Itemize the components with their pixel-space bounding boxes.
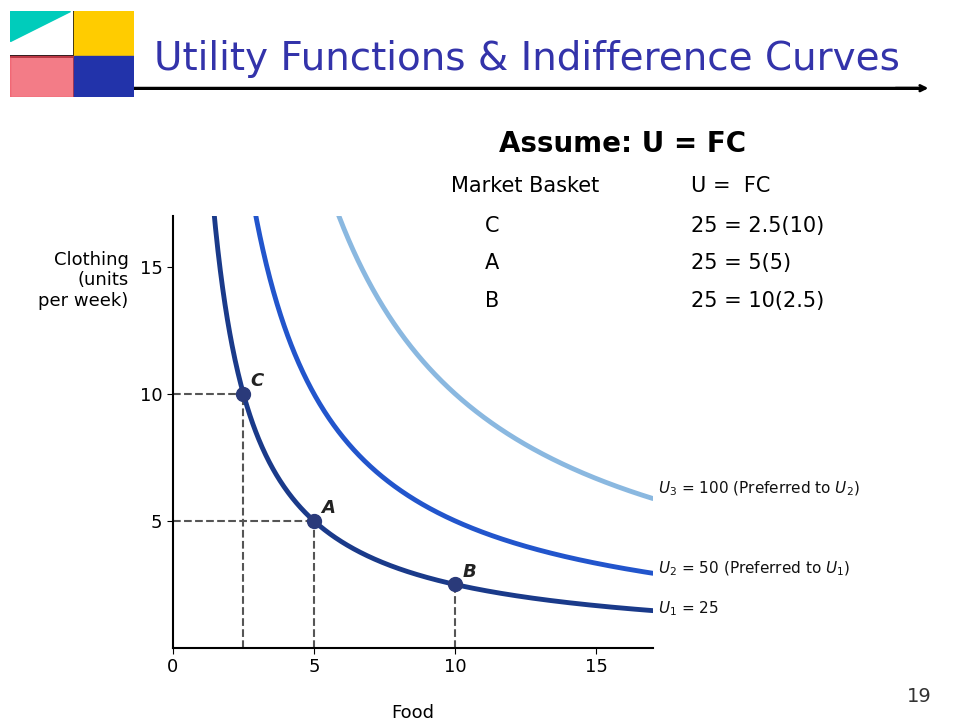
Text: U =  FC: U = FC: [691, 176, 771, 197]
Text: Clothing
(units
per week): Clothing (units per week): [38, 251, 129, 310]
Polygon shape: [10, 11, 69, 41]
Text: 19: 19: [906, 687, 931, 706]
Bar: [10, 55, 75, 97]
Text: A: A: [321, 499, 335, 517]
Bar: [75, 55, 134, 97]
Text: A: A: [485, 253, 499, 274]
Text: 25 = 2.5(10): 25 = 2.5(10): [691, 216, 825, 236]
Text: 25 = 10(2.5): 25 = 10(2.5): [691, 291, 825, 311]
Text: Assume: U = FC: Assume: U = FC: [499, 130, 746, 158]
Text: B: B: [485, 291, 499, 311]
Text: $U_3$ = 100 (Preferred to $U_2$): $U_3$ = 100 (Preferred to $U_2$): [658, 480, 859, 498]
Text: C: C: [251, 372, 264, 390]
Text: B: B: [462, 563, 476, 581]
Text: $U_1$ = 25: $U_1$ = 25: [658, 599, 718, 618]
Text: C: C: [485, 216, 499, 236]
Text: Food
(units per week): Food (units per week): [339, 704, 487, 720]
Bar: [75, 11, 134, 55]
Text: Market Basket: Market Basket: [451, 176, 599, 197]
Text: 25 = 5(5): 25 = 5(5): [691, 253, 791, 274]
Text: Utility Functions & Indifference Curves: Utility Functions & Indifference Curves: [154, 40, 900, 78]
Text: $U_2$ = 50 (Preferred to $U_1$): $U_2$ = 50 (Preferred to $U_1$): [658, 559, 850, 577]
